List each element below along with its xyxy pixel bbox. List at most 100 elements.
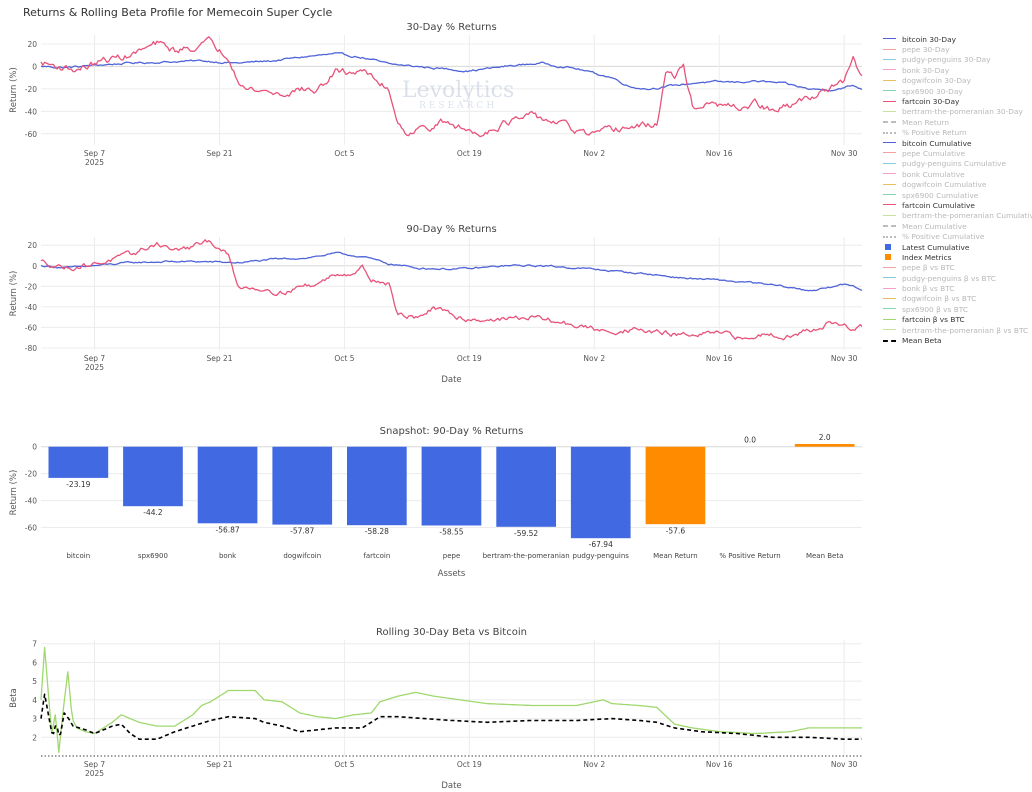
bar-category-label: Mean Beta [806, 552, 843, 560]
x-tick-label: Sep 21 [206, 760, 232, 769]
bar-pepe [421, 446, 482, 526]
legend-item[interactable]: bonk 30-Day [883, 65, 1031, 75]
y-axis-label: Return (%) [9, 271, 19, 317]
x-tick-label: Nov 30 [831, 760, 858, 769]
legend-symbol-icon [883, 35, 896, 43]
legend-item[interactable]: Index Metrics [883, 252, 1031, 262]
y-tick-label: 20 [27, 241, 37, 250]
legend-item[interactable]: pepe β vs BTC [883, 263, 1031, 273]
legend-label: fartcoin 30-Day [902, 97, 960, 107]
legend-item[interactable]: pudgy-penguins β vs BTC [883, 273, 1031, 283]
legend-symbol-icon [883, 77, 896, 85]
legend-item[interactable]: spx6900 β vs BTC [883, 304, 1031, 314]
bar-category-label: bertram-the-pomeranian [483, 552, 570, 560]
legend-item[interactable]: dogwifcoin β vs BTC [883, 294, 1031, 304]
bar-mean-beta [794, 444, 855, 447]
bar-value-label: -58.28 [365, 527, 389, 536]
y-tick-label: 0 [32, 443, 37, 452]
x-tick-year: 2025 [85, 158, 104, 167]
legend-symbol-icon [883, 316, 896, 324]
legend-item[interactable]: spx6900 Cumulative [883, 190, 1031, 200]
x-tick-label: Nov 2 [583, 149, 605, 158]
legend-line [883, 318, 896, 320]
y-tick-label: -20 [25, 85, 37, 94]
bar-value-label: -67.94 [589, 540, 613, 549]
legend-item[interactable]: % Positive Return [883, 128, 1031, 138]
bar-mean-return [645, 446, 706, 525]
legend-line [883, 287, 896, 289]
legend-label: % Positive Return [902, 128, 967, 138]
legend-line [883, 142, 896, 144]
legend-item[interactable]: pudgy-penguins Cumulative [883, 159, 1031, 169]
legend-item[interactable]: spx6900 30-Day [883, 86, 1031, 96]
bar-category-label: dogwifcoin [283, 552, 321, 560]
legend-line [883, 58, 896, 60]
legend-line [883, 329, 896, 331]
legend-item[interactable]: pepe 30-Day [883, 44, 1031, 54]
y-tick-label: -60 [25, 524, 37, 533]
legend-item[interactable]: bonk Cumulative [883, 169, 1031, 179]
legend-label: Index Metrics [902, 252, 952, 262]
chart-title: Rolling 30-Day Beta vs Bitcoin [376, 627, 527, 638]
watermark-line2: RESEARCH [419, 101, 498, 111]
chart-title: 30-Day % Returns [406, 22, 496, 33]
bar-category-label: Mean Return [653, 552, 698, 560]
legend-item[interactable]: bertram-the-pomeranian Cumulative [883, 211, 1032, 221]
legend-symbol-icon [883, 305, 896, 313]
legend-item[interactable]: Mean Cumulative [883, 221, 1031, 231]
legend: bitcoin 30-Day pepe 30-Day pudgy-penguins … [883, 34, 1032, 346]
legend-symbol-icon [883, 337, 896, 345]
legend-symbol-icon [883, 46, 896, 54]
x-tick-label: Oct 5 [334, 760, 354, 769]
legend-label: bitcoin 30-Day [902, 34, 956, 44]
legend-symbol-icon [883, 191, 896, 199]
y-tick-label: 3 [32, 715, 37, 724]
bar-value-label: -44.2 [143, 508, 163, 517]
y-tick-label: -60 [25, 323, 37, 332]
chart-title: 90-Day % Returns [406, 224, 496, 235]
legend-item[interactable]: Mean Return [883, 117, 1031, 127]
y-axis-label: Beta [9, 688, 19, 708]
bar-value-label: -59.52 [514, 529, 538, 538]
bar-pudgy-penguins [570, 446, 631, 539]
legend-line [883, 204, 896, 206]
legend-item[interactable]: fartcoin 30-Day [883, 96, 1031, 106]
legend-item[interactable]: pudgy-penguins 30-Day [883, 55, 1031, 65]
legend-symbol-icon [883, 66, 896, 74]
legend-item[interactable]: fartcoin β vs BTC [883, 315, 1031, 325]
legend-item[interactable]: Latest Cumulative [883, 242, 1031, 252]
legend-line [883, 297, 896, 299]
legend-label: dogwifcoin β vs BTC [902, 294, 977, 304]
legend-item[interactable]: bonk β vs BTC [883, 283, 1031, 293]
legend-item[interactable]: dogwifcoin Cumulative [883, 179, 1031, 189]
legend-item[interactable]: bitcoin Cumulative [883, 138, 1031, 148]
legend-item[interactable]: pepe Cumulative [883, 148, 1031, 158]
legend-item[interactable]: bertram-the-pomeranian 30-Day [883, 107, 1031, 117]
legend-square [885, 244, 891, 250]
legend-line [883, 235, 896, 238]
legend-line [883, 162, 896, 164]
legend-label: Latest Cumulative [902, 242, 970, 252]
legend-symbol-icon [883, 170, 896, 178]
x-tick-label: Oct 5 [334, 149, 354, 158]
legend-item[interactable]: fartcoin Cumulative [883, 200, 1031, 210]
y-tick-label: 4 [32, 696, 37, 705]
legend-label: Mean Return [902, 117, 950, 127]
legend-item[interactable]: bertram-the-pomeranian β vs BTC [883, 325, 1031, 335]
legend-item[interactable]: bitcoin 30-Day [883, 34, 1031, 44]
legend-line [883, 110, 896, 112]
legend-line [883, 38, 896, 40]
x-tick-label: Nov 30 [831, 354, 858, 363]
legend-label: spx6900 Cumulative [902, 190, 979, 200]
legend-item[interactable]: Mean Beta [883, 335, 1031, 345]
legend-symbol-icon [883, 222, 896, 230]
legend-item[interactable]: % Positive Cumulative [883, 231, 1031, 241]
legend-item[interactable]: dogwifcoin 30-Day [883, 76, 1031, 86]
legend-label: bonk 30-Day [902, 65, 950, 75]
chart-p90: 90-Day % Returns 20 0 -20 -40 -60 -80 Sep 72025… [9, 224, 863, 385]
legend-label: Mean Beta [902, 336, 942, 346]
y-tick-label: -20 [25, 282, 37, 291]
